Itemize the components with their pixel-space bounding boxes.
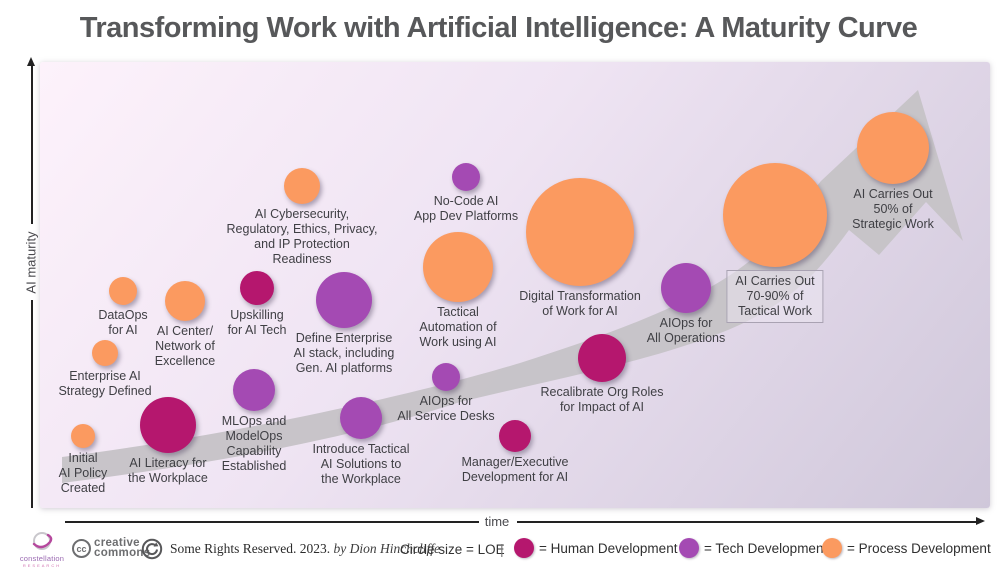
bubble-define-enterprise-stack [316, 272, 372, 328]
legend-label-human: = Human Development [539, 540, 678, 556]
bubble-label-mlops-modelops: MLOps and ModelOps Capability Established [221, 414, 287, 473]
bubble-ai-literacy [140, 397, 196, 453]
page-title: Transforming Work with Artificial Intell… [79, 12, 918, 44]
x-axis-line-right [517, 521, 976, 523]
bubble-label-manager-exec-dev: Manager/Executive Development for AI [461, 455, 569, 484]
bubble-tactical-automation [423, 232, 493, 302]
bubble-introduce-tactical-ai [340, 397, 382, 439]
bubble-label-enterprise-ai-strategy: Enterprise AI Strategy Defined [58, 369, 152, 398]
cc-wordmark: creative commons [94, 537, 151, 559]
legend-size-note: Circle size = LOE [400, 542, 505, 557]
bubble-ai-tactical-70-90 [723, 163, 827, 267]
bubble-label-initial-ai-policy: Initial AI Policy Created [58, 451, 108, 495]
bubble-ai-strategic-50 [857, 112, 929, 184]
plot-area: Initial AI Policy Created AI Literacy for th… [40, 62, 990, 508]
legend-label-tech: = Tech Development [704, 540, 828, 556]
bubble-label-upskilling-ai-tech: Upskilling for AI Tech [227, 308, 287, 337]
bubble-label-ai-strategic-50: AI Carries Out 50% of Strategic Work [852, 187, 934, 231]
cc-circle-icon: cc [72, 539, 91, 558]
tech-development-dot-icon [679, 538, 699, 558]
legend-label-process: = Process Development [847, 540, 991, 556]
author-byline: by Dion Hinchcliffe [333, 541, 440, 556]
legend-item-human: = Human Development [514, 538, 677, 558]
bubble-dataops-for-ai [109, 277, 137, 305]
bubble-ai-center-excellence [165, 281, 205, 321]
x-axis-label: time [484, 514, 510, 529]
y-axis-line-upper [31, 66, 33, 224]
legend-item-tech: = Tech Development [679, 538, 827, 558]
creative-commons-logo: cc creative commons [72, 537, 151, 559]
some-rights-reserved-icon [141, 538, 163, 560]
constellation-swirl-icon [32, 532, 53, 550]
bubble-label-dataops-for-ai: DataOps for AI [98, 308, 148, 337]
bubble-label-tactical-automation: Tactical Automation of Work using AI [419, 305, 497, 349]
bubble-enterprise-ai-strategy [92, 340, 118, 366]
bubble-label-define-enterprise-stack: Define Enterprise AI stack, including Gen.… [293, 331, 395, 375]
bubble-recalibrate-org-roles [578, 334, 626, 382]
bubble-initial-ai-policy [71, 424, 95, 448]
bubble-label-ai-tactical-70-90: AI Carries Out 70-90% of Tactical Work [726, 270, 824, 323]
y-axis-label: AI maturity [23, 231, 39, 294]
x-axis-line-left [65, 521, 479, 523]
constellation-sub-wordmark: RESEARCH [22, 563, 62, 568]
rights-reserved: Some Rights Reserved. 2023. [170, 541, 331, 556]
bubble-ai-cybersecurity [284, 168, 320, 204]
x-axis-arrowhead-icon [976, 517, 985, 525]
process-development-dot-icon [822, 538, 842, 558]
bubble-manager-exec-dev [499, 420, 531, 452]
bubble-label-no-code-ai: No-Code AI App Dev Platforms [413, 194, 519, 223]
rights-text: Some Rights Reserved. 2023. by Dion Hinc… [170, 541, 440, 557]
human-development-dot-icon [514, 538, 534, 558]
bubble-aiops-service-desks [432, 363, 460, 391]
y-axis-line-lower [31, 300, 33, 508]
bubble-no-code-ai [452, 163, 480, 191]
bubble-upskilling-ai-tech [240, 271, 274, 305]
bubble-label-aiops-all-operations: AIOps for All Operations [646, 316, 726, 345]
bubble-label-ai-cybersecurity: AI Cybersecurity, Regulatory, Ethics, Pri… [226, 207, 378, 266]
y-axis-arrowhead-icon [27, 57, 35, 66]
bubble-label-ai-literacy: AI Literacy for the Workplace [128, 456, 208, 485]
constellation-wordmark: constellation [19, 554, 65, 563]
legend-item-process: = Process Development [822, 538, 991, 558]
bubble-label-aiops-service-desks: AIOps for All Service Desks [397, 394, 495, 423]
bubble-label-introduce-tactical-ai: Introduce Tactical AI Solutions to the Wor… [312, 442, 410, 486]
footer: constellation RESEARCH cc creative commo… [0, 530, 997, 574]
bubble-label-digital-transformation: Digital Transformation of Work for AI [519, 289, 641, 318]
bubble-label-recalibrate-org-roles: Recalibrate Org Roles for Impact of AI [540, 385, 664, 414]
bubble-mlops-modelops [233, 369, 275, 411]
bubble-aiops-all-operations [661, 263, 711, 313]
bubble-label-ai-center-excellence: AI Center/Network of Excellence [154, 324, 216, 368]
bubble-digital-transformation [526, 178, 634, 286]
legend-separator: | [500, 541, 504, 557]
constellation-logo: constellation RESEARCH [16, 532, 68, 568]
